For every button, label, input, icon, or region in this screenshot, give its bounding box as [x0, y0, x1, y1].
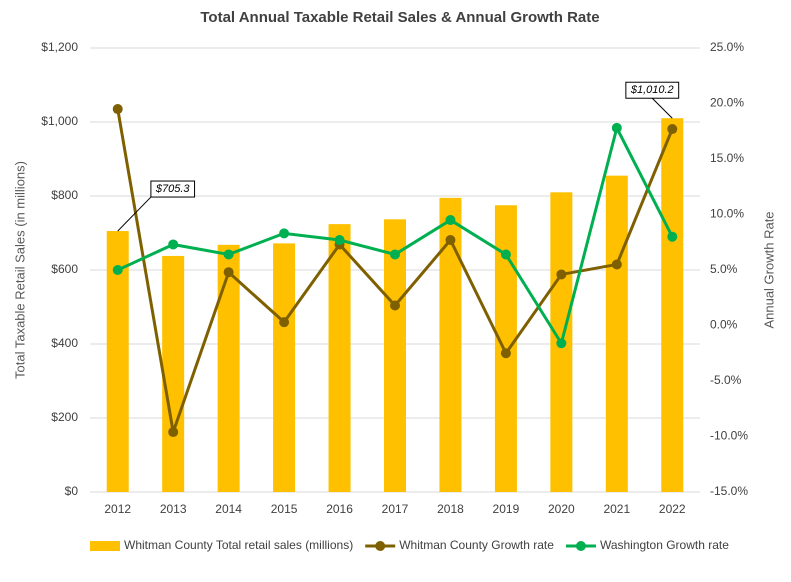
point — [500, 348, 511, 359]
annotation-leader — [117, 196, 152, 232]
point — [667, 231, 678, 242]
y2-tick-label: 15.0% — [710, 151, 744, 165]
point — [445, 215, 456, 226]
y2-tick-label: 0.0% — [710, 318, 738, 332]
y2-tick-label: 20.0% — [710, 96, 744, 110]
point — [611, 259, 622, 270]
legend-marker — [375, 541, 386, 551]
x-tick-label: 2012 — [104, 502, 131, 516]
point — [500, 249, 511, 260]
point — [667, 124, 678, 135]
legend-marker — [575, 541, 586, 551]
y-axis-label: Total Taxable Retail Sales (in millions) — [12, 161, 27, 379]
y-tick-label: $200 — [51, 410, 78, 424]
legend-label: Washington Growth rate — [600, 538, 729, 552]
y-tick-label: $1,200 — [41, 40, 78, 54]
y-tick-label: $400 — [51, 336, 78, 350]
bar — [384, 219, 406, 492]
point — [279, 228, 290, 239]
x-tick-label: 2022 — [659, 502, 686, 516]
y2-tick-label: -15.0% — [710, 484, 748, 498]
x-tick-label: 2013 — [160, 502, 187, 516]
point — [112, 104, 123, 115]
x-tick-label: 2017 — [382, 502, 409, 516]
x-tick-label: 2015 — [271, 502, 298, 516]
point — [556, 269, 567, 280]
point — [223, 267, 234, 278]
bar — [605, 175, 628, 492]
x-tick-label: 2016 — [326, 502, 353, 516]
annotation-box — [625, 81, 680, 99]
point — [334, 235, 345, 246]
point — [390, 249, 400, 260]
annotation-box — [150, 180, 196, 198]
point — [279, 317, 290, 328]
x-tick-label: 2018 — [437, 502, 464, 516]
x-tick-label: 2014 — [215, 502, 242, 516]
point — [168, 239, 179, 250]
bar — [328, 224, 351, 492]
point — [223, 249, 234, 260]
y2-tick-label: -10.0% — [710, 429, 748, 443]
y2-axis-label: Annual Growth Rate — [761, 211, 776, 328]
point — [445, 235, 456, 246]
legend-label: Whitman County Growth rate — [399, 538, 554, 552]
point — [390, 300, 400, 311]
bar — [217, 244, 240, 492]
bar — [661, 118, 684, 492]
point — [112, 265, 123, 275]
annotation: $705.3 — [155, 183, 191, 195]
x-tick-label: 2020 — [548, 502, 575, 516]
y-tick-label: $800 — [51, 188, 78, 202]
point — [611, 122, 622, 133]
annotation: $1,010.2 — [630, 84, 674, 96]
y2-tick-label: -5.0% — [710, 373, 742, 387]
bar — [162, 255, 185, 492]
bar — [106, 231, 129, 492]
y2-tick-label: 10.0% — [710, 207, 744, 221]
chart-title: Total Annual Taxable Retail Sales & Annu… — [200, 9, 599, 26]
legend-label: Whitman County Total retail sales (milli… — [124, 538, 353, 552]
bar — [273, 243, 296, 492]
x-tick-label: 2021 — [603, 502, 630, 516]
point — [556, 338, 567, 349]
point — [168, 427, 179, 438]
y-tick-label: $1,000 — [41, 114, 78, 128]
y2-tick-label: 5.0% — [710, 262, 738, 276]
legend-swatch — [90, 541, 120, 551]
y-tick-label: $0 — [65, 484, 79, 498]
x-tick-label: 2019 — [493, 502, 520, 516]
y-tick-label: $600 — [51, 262, 78, 276]
bar — [439, 197, 462, 492]
annotation-leader — [651, 97, 673, 119]
y2-tick-label: 25.0% — [710, 40, 744, 54]
